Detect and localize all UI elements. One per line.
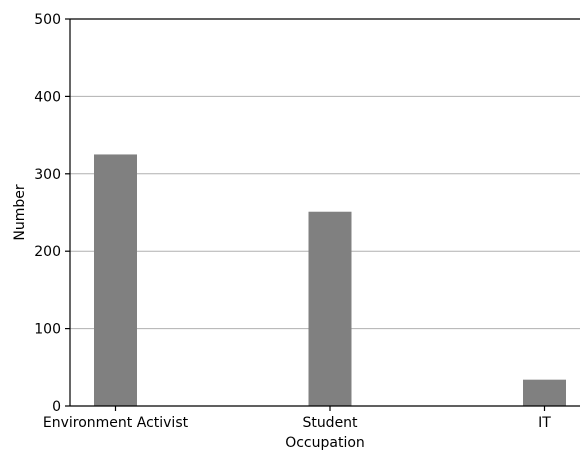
y-tick-label: 500 bbox=[34, 12, 61, 28]
y-tick-label: 0 bbox=[52, 399, 61, 415]
y-tick-label: 100 bbox=[34, 322, 61, 338]
y-tick-label: 200 bbox=[34, 244, 61, 260]
y-axis-title: Number bbox=[12, 184, 28, 240]
y-tick-label: 300 bbox=[34, 167, 61, 183]
y-ticks: 0 100 200 300 400 500 bbox=[34, 12, 70, 415]
x-ticks: Environment Activist Student IT bbox=[43, 406, 551, 431]
bars bbox=[94, 154, 566, 406]
bar-it bbox=[523, 380, 566, 406]
x-tick-label: IT bbox=[538, 415, 551, 431]
x-axis-title: Occupation bbox=[285, 435, 365, 450]
y-tick-label: 400 bbox=[34, 89, 61, 105]
x-tick-label: Environment Activist bbox=[43, 415, 189, 431]
bar-student bbox=[309, 212, 352, 406]
bar-environment-activist bbox=[94, 154, 137, 406]
x-tick-label: Student bbox=[302, 415, 358, 431]
